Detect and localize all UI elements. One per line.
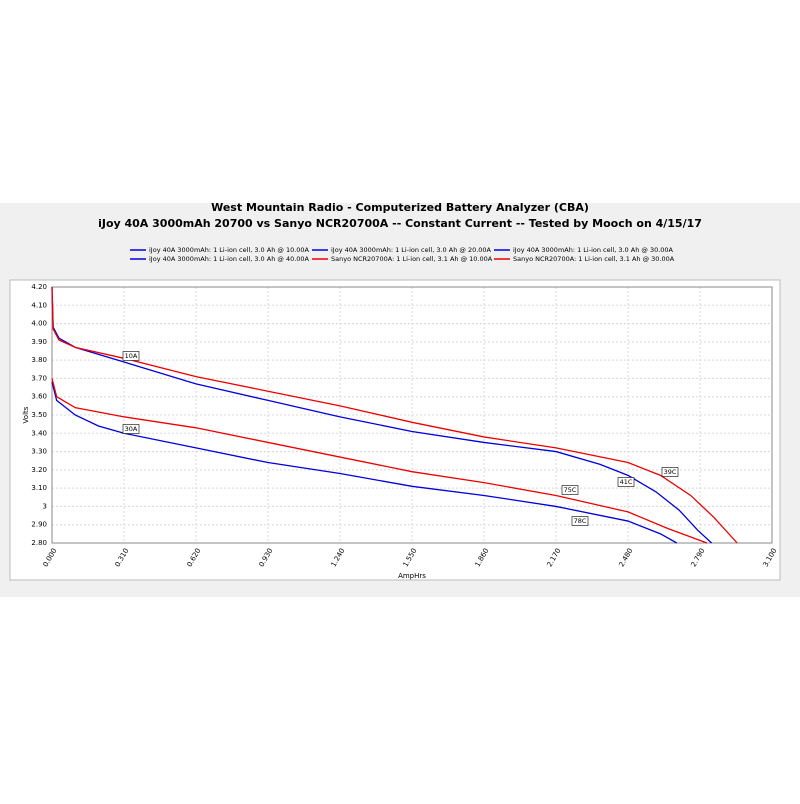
y-tick-label: 3.30 xyxy=(31,448,47,456)
annotation: 75C xyxy=(561,485,579,495)
y-tick-label: 3.40 xyxy=(31,429,47,437)
y-tick-label: 4.20 xyxy=(31,283,47,291)
y-tick-label: 2.90 xyxy=(31,521,47,529)
annotation: 39C xyxy=(661,467,679,477)
legend-label: Sanyo NCR20700A: 1 Li-ion cell, 3.1 Ah @… xyxy=(513,255,675,263)
y-tick-label: 3 xyxy=(43,502,47,510)
annotation-box xyxy=(661,467,679,477)
plot-area xyxy=(51,286,773,544)
y-axis-label: Volts xyxy=(22,406,30,423)
y-tick-label: 3.50 xyxy=(31,411,47,419)
legend-label: iJoy 40A 3000mAh: 1 Li-ion cell, 3.0 Ah … xyxy=(149,246,310,254)
chart-title: West Mountain Radio - Computerized Batte… xyxy=(211,201,589,214)
annotation-label: 10A xyxy=(125,352,138,360)
annotation-box xyxy=(571,516,589,526)
y-tick-label: 3.80 xyxy=(31,356,47,364)
x-axis-label: AmpHrs xyxy=(398,572,426,580)
annotation-label: 41C xyxy=(620,478,633,486)
annotation-label: 75C xyxy=(564,486,577,494)
annotation-box xyxy=(617,477,635,487)
annotation-label: 78C xyxy=(574,517,587,525)
annotation-label: 39C xyxy=(664,468,677,476)
annotation: 30A xyxy=(122,424,140,434)
chart-subtitle: iJoy 40A 3000mAh 20700 vs Sanyo NCR20700… xyxy=(98,217,702,230)
legend-label: Sanyo NCR20700A: 1 Li-ion cell, 3.1 Ah @… xyxy=(331,255,493,263)
series-line xyxy=(51,286,738,544)
y-tick-label: 3.90 xyxy=(31,338,47,346)
legend-label: iJoy 40A 3000mAh: 1 Li-ion cell, 3.0 Ah … xyxy=(149,255,310,263)
y-tick-label: 3.70 xyxy=(31,374,47,382)
annotation-box xyxy=(122,424,140,434)
y-tick-label: 3.20 xyxy=(31,466,47,474)
annotation-box xyxy=(561,485,579,495)
annotation-label: 30A xyxy=(125,425,138,433)
annotation: 78C xyxy=(571,516,589,526)
annotation: 10A xyxy=(122,351,140,361)
y-tick-label: 2.80 xyxy=(31,539,47,547)
legend-label: iJoy 40A 3000mAh: 1 Li-ion cell, 3.0 Ah … xyxy=(331,246,492,254)
annotation-box xyxy=(122,351,140,361)
series-line xyxy=(51,381,678,544)
annotation: 41C xyxy=(617,477,635,487)
series-line xyxy=(51,378,708,544)
y-tick-label: 4.10 xyxy=(31,301,47,309)
legend-label: iJoy 40A 3000mAh: 1 Li-ion cell, 3.0 Ah … xyxy=(513,246,674,254)
y-tick-label: 4.00 xyxy=(31,320,47,328)
y-tick-label: 3.10 xyxy=(31,484,47,492)
y-tick-label: 3.60 xyxy=(31,393,47,401)
